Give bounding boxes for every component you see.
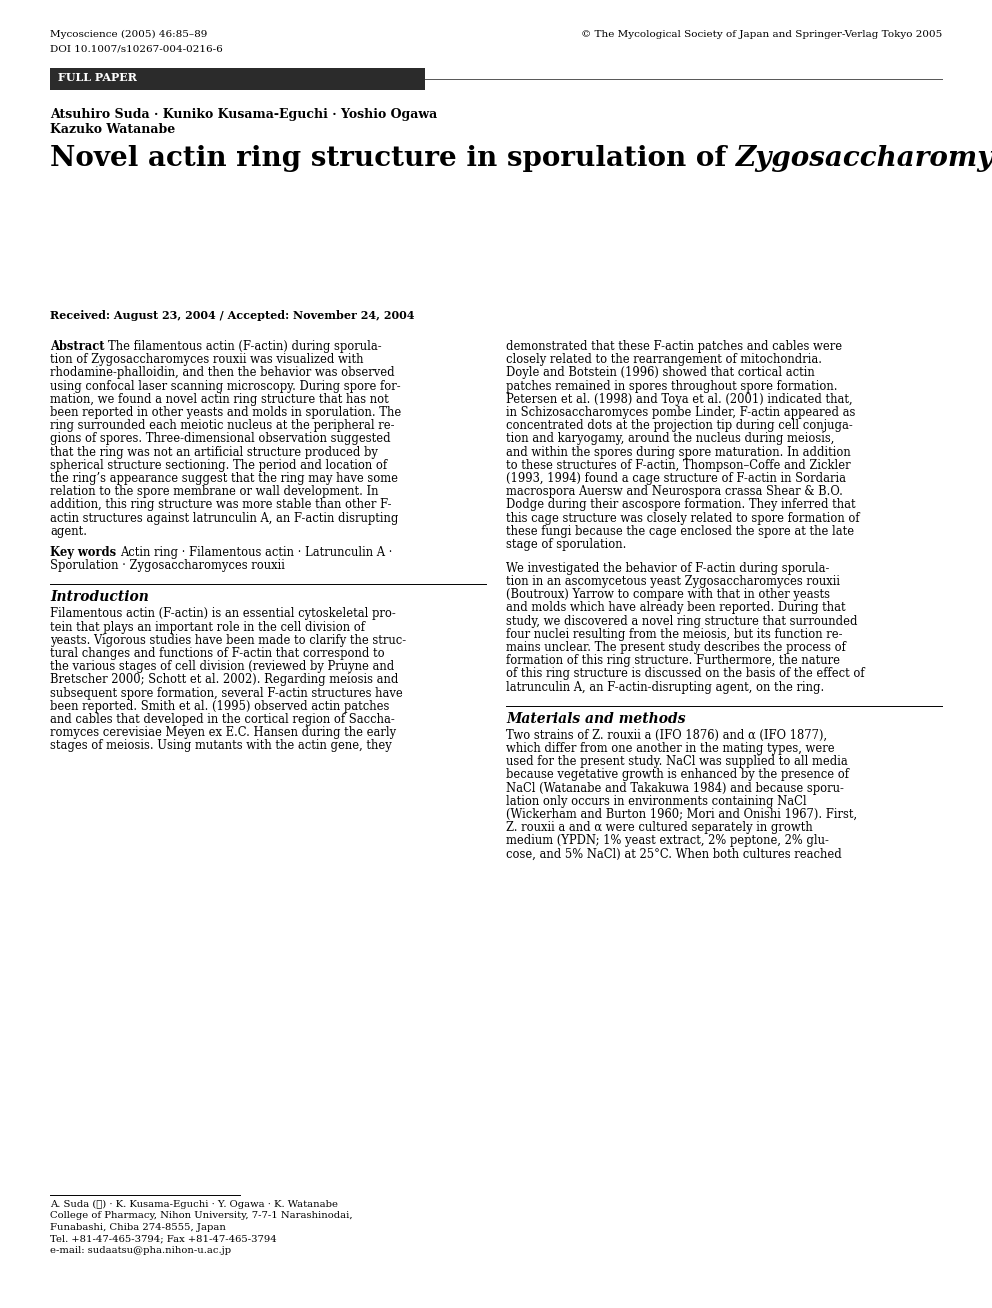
Text: Tel. +81-47-465-3794; Fax +81-47-465-3794: Tel. +81-47-465-3794; Fax +81-47-465-379… [50,1235,277,1244]
Text: e-mail: sudaatsu@pha.nihon-u.ac.jp: e-mail: sudaatsu@pha.nihon-u.ac.jp [50,1247,231,1254]
Text: been reported. Smith et al. (1995) observed actin patches: been reported. Smith et al. (1995) obser… [50,700,390,713]
Text: actin structures against latrunculin A, an F-actin disrupting: actin structures against latrunculin A, … [50,511,399,525]
Text: Doyle and Botstein (1996) showed that cortical actin: Doyle and Botstein (1996) showed that co… [506,366,814,379]
Text: Atsuhiro Suda · Kuniko Kusama-Eguchi · Yoshio Ogawa: Atsuhiro Suda · Kuniko Kusama-Eguchi · Y… [50,109,437,122]
Text: Key words: Key words [50,545,116,559]
Text: subsequent spore formation, several F-actin structures have: subsequent spore formation, several F-ac… [50,687,403,700]
Text: Kazuko Watanabe: Kazuko Watanabe [50,123,176,136]
Text: tion in an ascomycetous yeast Zygosaccharomyces rouxii: tion in an ascomycetous yeast Zygosaccha… [506,576,840,589]
Text: demonstrated that these F-actin patches and cables were: demonstrated that these F-actin patches … [506,340,842,353]
Text: Materials and methods: Materials and methods [506,712,685,726]
Text: (Wickerham and Burton 1960; Mori and Onishi 1967). First,: (Wickerham and Burton 1960; Mori and Oni… [506,808,857,821]
Text: The filamentous actin (F-actin) during sporula-: The filamentous actin (F-actin) during s… [108,340,382,353]
Text: tural changes and functions of F-actin that correspond to: tural changes and functions of F-actin t… [50,647,385,661]
Text: cose, and 5% NaCl) at 25°C. When both cultures reached: cose, and 5% NaCl) at 25°C. When both cu… [506,848,842,861]
Text: relation to the spore membrane or wall development. In: relation to the spore membrane or wall d… [50,485,379,498]
Text: Actin ring · Filamentous actin · Latrunculin A ·: Actin ring · Filamentous actin · Latrunc… [120,545,393,559]
Text: romyces cerevisiae Meyen ex E.C. Hansen during the early: romyces cerevisiae Meyen ex E.C. Hansen … [50,726,396,739]
Text: of this ring structure is discussed on the basis of the effect of: of this ring structure is discussed on t… [506,667,865,680]
Text: A. Suda (✉) · K. Kusama-Eguchi · Y. Ogawa · K. Watanabe: A. Suda (✉) · K. Kusama-Eguchi · Y. Ogaw… [50,1199,338,1209]
Text: © The Mycological Society of Japan and Springer-Verlag Tokyo 2005: © The Mycological Society of Japan and S… [580,30,942,39]
Text: Z. rouxii a and α were cultured separately in growth: Z. rouxii a and α were cultured separate… [506,821,812,835]
Text: medium (YPDN; 1% yeast extract, 2% peptone, 2% glu-: medium (YPDN; 1% yeast extract, 2% pepto… [506,835,829,848]
Text: concentrated dots at the projection tip during cell conjuga-: concentrated dots at the projection tip … [506,419,853,432]
Text: used for the present study. NaCl was supplied to all media: used for the present study. NaCl was sup… [506,755,848,768]
Text: ring surrounded each meiotic nucleus at the peripheral re-: ring surrounded each meiotic nucleus at … [50,419,395,432]
Text: Novel actin ring structure in sporulation of: Novel actin ring structure in sporulatio… [50,145,736,171]
Text: Two strains of Z. rouxii a (IFO 1876) and α (IFO 1877),: Two strains of Z. rouxii a (IFO 1876) an… [506,729,827,742]
Text: Abstract: Abstract [50,340,104,353]
Text: Introduction: Introduction [50,590,149,604]
Text: Dodge during their ascospore formation. They inferred that: Dodge during their ascospore formation. … [506,498,856,511]
Text: yeasts. Vigorous studies have been made to clarify the struc-: yeasts. Vigorous studies have been made … [50,634,406,646]
Text: (1993, 1994) found a cage structure of F-actin in Sordaria: (1993, 1994) found a cage structure of F… [506,472,846,485]
Text: patches remained in spores throughout spore formation.: patches remained in spores throughout sp… [506,379,837,392]
Text: been reported in other yeasts and molds in sporulation. The: been reported in other yeasts and molds … [50,405,401,419]
Text: these fungi because the cage enclosed the spore at the late: these fungi because the cage enclosed th… [506,525,854,538]
Text: Mycoscience (2005) 46:85–89: Mycoscience (2005) 46:85–89 [50,30,207,39]
Text: to these structures of F-actin, Thompson–Coffe and Zickler: to these structures of F-actin, Thompson… [506,459,850,472]
Text: and cables that developed in the cortical region of Saccha-: and cables that developed in the cortica… [50,713,395,726]
Text: four nuclei resulting from the meiosis, but its function re-: four nuclei resulting from the meiosis, … [506,628,842,641]
Text: in Schizosaccharomyces pombe Linder, F-actin appeared as: in Schizosaccharomyces pombe Linder, F-a… [506,405,855,419]
Text: Received: August 23, 2004 / Accepted: November 24, 2004: Received: August 23, 2004 / Accepted: No… [50,310,415,320]
Text: DOI 10.1007/s10267-004-0216-6: DOI 10.1007/s10267-004-0216-6 [50,44,223,54]
Text: (Boutroux) Yarrow to compare with that in other yeasts: (Boutroux) Yarrow to compare with that i… [506,589,830,602]
Text: Key words: Key words [50,545,116,559]
Text: mation, we found a novel actin ring structure that has not: mation, we found a novel actin ring stru… [50,392,389,405]
Text: stages of meiosis. Using mutants with the actin gene, they: stages of meiosis. Using mutants with th… [50,739,392,752]
Text: NaCl (Watanabe and Takakuwa 1984) and because sporu-: NaCl (Watanabe and Takakuwa 1984) and be… [506,782,844,794]
Text: because vegetative growth is enhanced by the presence of: because vegetative growth is enhanced by… [506,768,849,781]
Text: rhodamine-phalloidin, and then the behavior was observed: rhodamine-phalloidin, and then the behav… [50,366,395,379]
Text: the ring’s appearance suggest that the ring may have some: the ring’s appearance suggest that the r… [50,472,398,485]
Text: gions of spores. Three-dimensional observation suggested: gions of spores. Three-dimensional obser… [50,433,391,446]
Text: Sporulation · Zygosaccharomyces rouxii: Sporulation · Zygosaccharomyces rouxii [50,560,285,572]
Text: tein that plays an important role in the cell division of: tein that plays an important role in the… [50,620,365,633]
Text: Abstract: Abstract [50,340,104,353]
Text: study, we discovered a novel ring structure that surrounded: study, we discovered a novel ring struct… [506,615,857,628]
Text: Zygosaccharomyces rouxii: Zygosaccharomyces rouxii [736,145,992,171]
Text: Filamentous actin (F-actin) is an essential cytoskeletal pro-: Filamentous actin (F-actin) is an essent… [50,607,396,620]
Text: College of Pharmacy, Nihon University, 7-7-1 Narashinodai,: College of Pharmacy, Nihon University, 7… [50,1211,352,1220]
Text: formation of this ring structure. Furthermore, the nature: formation of this ring structure. Furthe… [506,654,840,667]
Text: macrospora Auersw and Neurospora crassa Shear & B.O.: macrospora Auersw and Neurospora crassa … [506,485,843,498]
Bar [50,68,425,90]
Text: stage of sporulation.: stage of sporulation. [506,538,626,551]
Text: and molds which have already been reported. During that: and molds which have already been report… [506,602,845,615]
Text: that the ring was not an artificial structure produced by: that the ring was not an artificial stru… [50,446,378,459]
Text: lation only occurs in environments containing NaCl: lation only occurs in environments conta… [506,795,806,808]
Text: We investigated the behavior of F-actin during sporula-: We investigated the behavior of F-actin … [506,561,829,574]
Text: addition, this ring structure was more stable than other F-: addition, this ring structure was more s… [50,498,392,511]
Text: Petersen et al. (1998) and Toya et al. (2001) indicated that,: Petersen et al. (1998) and Toya et al. (… [506,392,853,405]
Text: agent.: agent. [50,525,87,538]
Text: which differ from one another in the mating types, were: which differ from one another in the mat… [506,742,834,755]
Text: and within the spores during spore maturation. In addition: and within the spores during spore matur… [506,446,851,459]
Text: mains unclear. The present study describes the process of: mains unclear. The present study describ… [506,641,846,654]
Text: the various stages of cell division (reviewed by Pruyne and: the various stages of cell division (rev… [50,661,394,674]
Text: latrunculin A, an F-actin-disrupting agent, on the ring.: latrunculin A, an F-actin-disrupting age… [506,680,824,693]
Text: spherical structure sectioning. The period and location of: spherical structure sectioning. The peri… [50,459,387,472]
Text: FULL PAPER: FULL PAPER [58,72,137,82]
Text: Funabashi, Chiba 274-8555, Japan: Funabashi, Chiba 274-8555, Japan [50,1223,226,1232]
Text: tion of Zygosaccharomyces rouxii was visualized with: tion of Zygosaccharomyces rouxii was vis… [50,353,363,366]
Text: this cage structure was closely related to spore formation of: this cage structure was closely related … [506,511,860,525]
Text: using confocal laser scanning microscopy. During spore for-: using confocal laser scanning microscopy… [50,379,401,392]
Text: tion and karyogamy, around the nucleus during meiosis,: tion and karyogamy, around the nucleus d… [506,433,834,446]
Text: closely related to the rearrangement of mitochondria.: closely related to the rearrangement of … [506,353,822,366]
Text: Bretscher 2000; Schott et al. 2002). Regarding meiosis and: Bretscher 2000; Schott et al. 2002). Reg… [50,674,399,687]
